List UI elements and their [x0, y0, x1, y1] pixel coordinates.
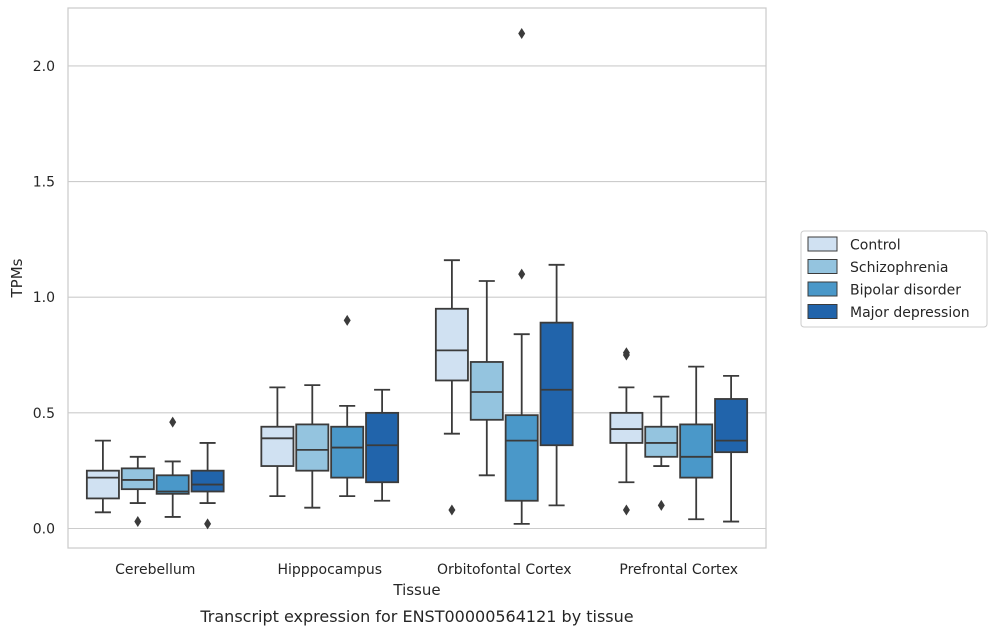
chart-caption: Transcript expression for ENST0000056412… — [199, 607, 633, 626]
outlier-marker — [622, 347, 630, 359]
legend-label: Major depression — [850, 305, 970, 321]
box-schizophrenia — [469, 280, 504, 477]
iqr-box — [469, 361, 504, 421]
legend-label: Schizophrenia — [850, 260, 948, 276]
box-schizophrenia — [295, 384, 330, 509]
x-tick-label: Prefrontal Cortex — [619, 562, 738, 578]
box-major-depression — [190, 442, 225, 530]
iqr-box — [190, 469, 225, 493]
box-schizophrenia — [120, 455, 155, 528]
box-control — [609, 347, 644, 516]
outlier-marker — [518, 268, 526, 280]
gridlines — [68, 65, 766, 530]
box-control — [434, 259, 469, 516]
iqr-box — [330, 425, 365, 479]
box-bipolar-disorder — [679, 365, 714, 521]
iqr-box — [679, 423, 714, 479]
outlier-marker — [622, 504, 630, 516]
iqr-box — [609, 411, 644, 444]
x-tick-label: Hipppocampus — [277, 562, 382, 578]
outlier-marker — [204, 518, 212, 530]
outlier-marker — [343, 314, 351, 326]
iqr-box — [85, 469, 120, 500]
iqr-box — [504, 414, 539, 502]
plot-area-frame — [67, 7, 767, 549]
y-tick-label: 0.5 — [33, 406, 55, 422]
y-tick-label: 1.0 — [33, 290, 55, 306]
iqr-box — [539, 321, 574, 447]
legend: Control Schizophrenia Bipolar disorder Majo… — [800, 230, 988, 328]
legend-frame — [800, 230, 988, 328]
iqr-box — [120, 467, 155, 491]
iqr-box — [295, 423, 330, 472]
legend-swatch — [807, 259, 838, 274]
box-control — [85, 439, 120, 514]
box-bipolar-disorder — [504, 28, 539, 525]
box-schizophrenia — [644, 395, 679, 511]
y-tick-label: 2.0 — [33, 59, 55, 75]
y-tick-labels: 0.0 0.5 1.0 1.5 2.0 — [33, 59, 55, 538]
box-major-depression — [539, 263, 574, 507]
iqr-box — [434, 307, 469, 382]
x-tick-label: Cerebellum — [115, 562, 195, 578]
x-axis-title: Tissue — [392, 581, 440, 599]
legend-label: Control — [850, 238, 901, 254]
iqr-box — [365, 411, 400, 484]
iqr-box — [714, 398, 749, 454]
x-tick-label: Orbitofontal Cortex — [437, 562, 572, 578]
box-control — [260, 386, 295, 498]
outlier-marker — [657, 499, 665, 511]
y-axis-title: TPMs — [8, 258, 26, 298]
outlier-marker — [518, 28, 526, 40]
legend-swatch — [807, 281, 838, 297]
box-bipolar-disorder — [155, 416, 190, 518]
legend-swatch — [807, 304, 838, 319]
iqr-box — [155, 474, 190, 495]
box-major-depression — [365, 388, 400, 502]
legend-label: Bipolar disorder — [850, 283, 961, 299]
iqr-box — [260, 425, 295, 467]
outlier-marker — [448, 504, 456, 516]
outlier-marker — [134, 516, 142, 528]
x-tick-labels: Cerebellum Hipppocampus Orbitofontal Corte… — [115, 562, 738, 578]
box-bipolar-disorder — [330, 314, 365, 498]
y-tick-label: 0.0 — [33, 522, 55, 538]
y-tick-label: 1.5 — [33, 175, 55, 191]
box-groups — [85, 28, 749, 530]
outlier-marker — [169, 416, 177, 428]
box-major-depression — [714, 374, 749, 523]
iqr-box — [644, 425, 679, 458]
legend-swatch — [807, 236, 838, 252]
